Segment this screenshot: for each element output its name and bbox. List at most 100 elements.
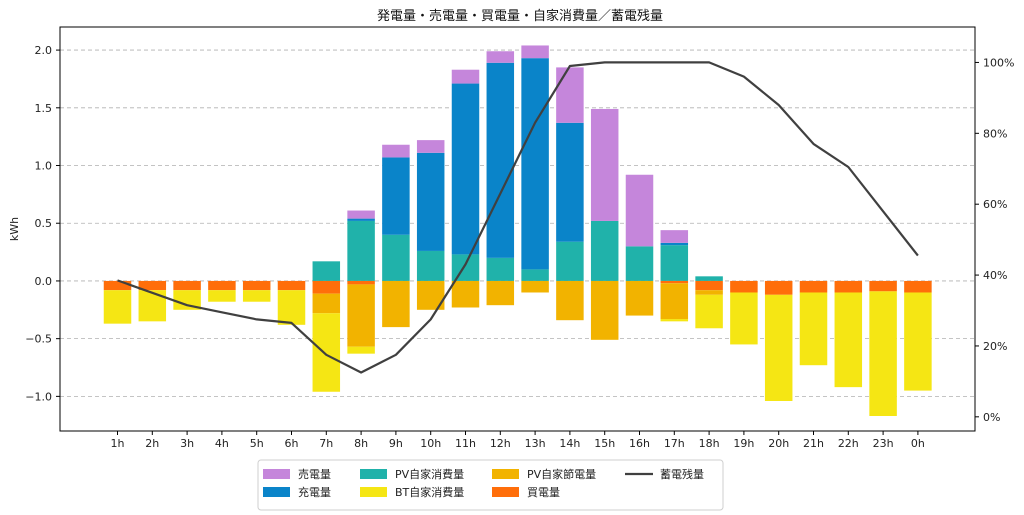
- bar-pv_saving: [625, 280, 654, 316]
- x-tick-label: 17h: [664, 437, 685, 450]
- bar-buy: [730, 280, 758, 293]
- bar-buy: [103, 280, 132, 291]
- bar-pv_saving: [695, 290, 723, 295]
- bar-buy: [695, 280, 723, 291]
- bar-pv_self: [625, 246, 654, 281]
- y-tick-label: 0.0: [35, 275, 53, 288]
- x-tick-label: 11h: [455, 437, 476, 450]
- grid: [60, 49, 975, 397]
- x-tick-label: 1h: [111, 437, 125, 450]
- bar-bt_self: [869, 291, 897, 416]
- bar-buy: [764, 280, 793, 295]
- y-tick-label: 0.5: [35, 217, 53, 230]
- axes: −1.0 −0.5 0.0 0.5 1.0 1.5 2.0 0% 20% 40% 60% 80% 100…: [25, 44, 1014, 450]
- bar-charge: [451, 83, 480, 255]
- bar-bt_self: [347, 346, 375, 354]
- legend-label: 買電量: [527, 486, 560, 499]
- bar-bt_self: [103, 290, 132, 324]
- x-tick-label: 20h: [768, 437, 789, 450]
- bar-sell: [660, 230, 689, 243]
- bar-buy: [660, 280, 689, 284]
- legend-label: 蓄電残量: [660, 467, 704, 481]
- bar-buy: [834, 280, 863, 293]
- bar-bt_self: [764, 294, 793, 401]
- bar-sell: [486, 51, 515, 63]
- bar-buy: [242, 280, 271, 291]
- bar-sell: [382, 144, 410, 158]
- bar-charge: [556, 122, 584, 242]
- bar-sell: [521, 45, 549, 59]
- bars: [103, 45, 932, 416]
- bar-bt_self: [799, 292, 828, 366]
- y2-tick-label: 80%: [983, 127, 1007, 140]
- x-tick-label: 3h: [180, 437, 194, 450]
- bar-buy: [904, 280, 932, 293]
- bar-pv_saving: [556, 280, 584, 321]
- x-tick-label: 16h: [629, 437, 650, 450]
- bar-pv_saving: [521, 280, 549, 293]
- bar-charge: [660, 242, 689, 246]
- y2-tick-label: 20%: [983, 340, 1007, 353]
- y2-tick-label: 0%: [983, 411, 1000, 424]
- plot-frame: [59, 26, 976, 432]
- x-tick-label: 10h: [420, 437, 441, 450]
- bar-sell: [625, 174, 654, 247]
- legend-swatch-pv_saving: [492, 469, 519, 479]
- bar-bt_self: [173, 290, 201, 310]
- legend-swatch-sell: [263, 469, 290, 479]
- bar-sell: [416, 140, 445, 153]
- bar-pv_self: [695, 276, 723, 281]
- battery-line: [117, 61, 919, 374]
- bar-pv_self: [486, 257, 515, 281]
- y-tick-label: 2.0: [35, 44, 53, 57]
- legend-label: 売電量: [298, 468, 331, 481]
- bar-charge: [416, 152, 445, 251]
- x-tick-label: 18h: [699, 437, 720, 450]
- bar-pv_saving: [312, 293, 341, 314]
- x-tick-label: 6h: [285, 437, 299, 450]
- y2-tick-label: 100%: [983, 56, 1014, 69]
- bar-pv_saving: [486, 280, 515, 306]
- legend-swatch-bt_self: [360, 487, 387, 497]
- bar-sell: [347, 210, 375, 219]
- bar-bt_self: [660, 319, 689, 322]
- bar-pv_self: [660, 245, 689, 281]
- bar-buy: [277, 280, 306, 291]
- bar-bt_self: [277, 290, 306, 325]
- battery-level-line: [117, 61, 919, 374]
- x-tick-label: 21h: [803, 437, 824, 450]
- bar-sell: [451, 69, 480, 84]
- bar-pv_self: [556, 241, 584, 281]
- bar-buy: [312, 280, 341, 294]
- bar-bt_self: [242, 290, 271, 302]
- bar-bt_self: [904, 292, 932, 391]
- bar-buy: [347, 280, 375, 285]
- x-tick-label: 22h: [838, 437, 859, 450]
- bar-pv_saving: [451, 280, 480, 308]
- bar-bt_self: [834, 292, 863, 388]
- bar-sell: [556, 67, 584, 123]
- bar-charge: [521, 58, 549, 270]
- bar-bt_self: [695, 294, 723, 329]
- legend-label: 充電量: [298, 485, 331, 499]
- bar-bt_self: [208, 290, 236, 302]
- bar-buy: [869, 280, 897, 292]
- x-tick-label: 2h: [145, 437, 159, 450]
- bar-bt_self: [312, 313, 341, 392]
- y-tick-label: −0.5: [25, 333, 52, 346]
- x-tick-label: 7h: [319, 437, 333, 450]
- legend-swatch-charge: [263, 487, 290, 497]
- y2-tick-label: 60%: [983, 198, 1007, 211]
- legend-swatch-pv_self: [360, 469, 387, 479]
- y-tick-label: 1.5: [35, 102, 53, 115]
- x-tick-label: 5h: [250, 437, 264, 450]
- legend-label: PV自家消費量: [395, 467, 464, 481]
- bar-buy: [173, 280, 201, 291]
- bar-pv_self: [312, 261, 341, 281]
- bar-pv_self: [451, 254, 480, 281]
- bar-pv_saving: [590, 280, 619, 340]
- x-tick-label: 8h: [354, 437, 368, 450]
- x-tick-label: 23h: [873, 437, 894, 450]
